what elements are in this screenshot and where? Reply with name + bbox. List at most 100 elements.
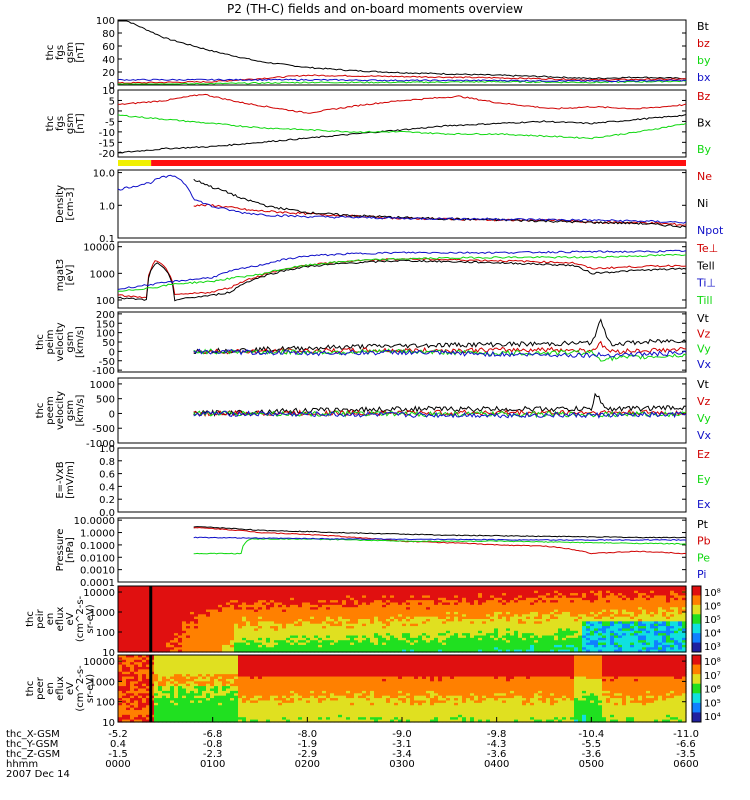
peer_spectrogram-cell bbox=[118, 705, 123, 709]
peer_spectrogram-cell bbox=[202, 707, 207, 711]
peer_spectrogram-cell bbox=[126, 700, 131, 704]
peir_spectrogram-cell bbox=[366, 614, 371, 618]
peir_spectrogram-cell bbox=[382, 637, 387, 641]
peir_spectrogram-cell bbox=[630, 597, 635, 601]
peir_spectrogram-cell bbox=[558, 607, 563, 611]
peir_spectrogram-cell bbox=[526, 597, 531, 601]
peir_spectrogram-cell bbox=[470, 604, 475, 608]
peir_spectrogram-cell bbox=[502, 637, 507, 641]
peir_spectrogram-cell bbox=[210, 649, 215, 653]
peir_spectrogram-cell bbox=[486, 623, 491, 627]
peir_spectrogram-cell bbox=[342, 626, 347, 630]
peir_spectrogram-cell bbox=[490, 619, 495, 622]
peir_spectrogram-cell bbox=[406, 597, 411, 601]
peir_spectrogram-cell bbox=[270, 630, 275, 634]
peir_spectrogram-cell bbox=[254, 588, 259, 592]
peir_spectrogram-cell bbox=[186, 595, 191, 599]
peer_spectrogram-cell bbox=[130, 695, 135, 699]
peir_spectrogram-cell bbox=[162, 619, 167, 622]
peir_spectrogram-cell bbox=[346, 630, 351, 634]
peir_spectrogram-cell bbox=[402, 586, 407, 589]
peir_spectrogram-cell bbox=[174, 600, 179, 604]
peir_spectrogram-cell bbox=[638, 647, 643, 651]
peir_spectrogram-cell bbox=[602, 616, 607, 620]
peer_spectrogram-cell bbox=[150, 674, 155, 678]
peir_spectrogram-cell bbox=[278, 649, 283, 653]
peir_spectrogram-cell bbox=[214, 623, 219, 627]
peir_spectrogram-cell bbox=[238, 616, 243, 620]
peir_spectrogram-cell bbox=[386, 616, 391, 620]
bfield_mag-ylabel-line: gsm bbox=[65, 42, 76, 63]
peer_spectrogram-cell bbox=[210, 671, 215, 675]
peir_spectrogram-cell bbox=[234, 600, 239, 604]
peir_spectrogram-cell bbox=[262, 593, 267, 597]
peir_spectrogram-cell bbox=[410, 597, 415, 601]
peir_spectrogram-cell bbox=[230, 619, 235, 622]
peir_spectrogram-cell bbox=[306, 623, 311, 627]
peir_spectrogram-cell bbox=[638, 600, 643, 604]
peir_spectrogram-cell bbox=[490, 602, 495, 606]
peer_spectrogram-cell bbox=[162, 710, 167, 714]
peir_spectrogram-cell bbox=[294, 600, 299, 604]
peir_spectrogram-cell bbox=[454, 607, 459, 611]
peir_spectrogram-cell bbox=[574, 611, 579, 615]
peir_spectrogram-cell bbox=[130, 616, 135, 620]
peir_spectrogram-cell bbox=[490, 616, 495, 620]
peir_spectrogram-cell bbox=[606, 602, 611, 606]
peir_spectrogram-cell bbox=[242, 607, 247, 611]
peir_spectrogram-cell bbox=[554, 644, 559, 648]
peir_spectrogram-cell bbox=[142, 637, 147, 641]
peir_spectrogram-cell bbox=[494, 616, 499, 620]
peir_spectrogram-cell bbox=[622, 637, 627, 641]
peir_spectrogram-cell bbox=[378, 640, 383, 644]
peir_spectrogram-cell bbox=[122, 621, 127, 625]
peir_spectrogram-cell bbox=[574, 619, 579, 622]
peir_spectrogram-cell bbox=[662, 647, 667, 651]
peir_spectrogram-cell bbox=[490, 609, 495, 613]
peir_spectrogram-cell bbox=[290, 588, 295, 592]
peir_spectrogram-cell bbox=[282, 609, 287, 613]
peir_spectrogram-cell bbox=[350, 640, 355, 644]
peir_spectrogram-cell bbox=[138, 647, 143, 651]
peir_spectrogram-cell bbox=[178, 630, 183, 634]
peir_spectrogram-cell bbox=[134, 614, 139, 618]
peir_spectrogram-cell bbox=[650, 614, 655, 618]
peir_spectrogram-cell bbox=[574, 623, 579, 627]
peer_spectrogram-cell bbox=[158, 662, 163, 666]
peer_spectrogram-cell bbox=[214, 698, 219, 702]
peer_spectrogram-cell bbox=[146, 710, 151, 714]
peir_spectrogram-cell bbox=[286, 609, 291, 613]
peir_spectrogram-cell bbox=[602, 588, 607, 592]
peir_spectrogram-cell bbox=[138, 597, 143, 601]
peir_spectrogram-ylabel-line: en bbox=[45, 613, 56, 626]
peir_spectrogram-cell bbox=[354, 609, 359, 613]
peir_spectrogram-cell bbox=[374, 604, 379, 608]
peir_spectrogram-cell bbox=[398, 635, 403, 639]
peir_spectrogram-cell bbox=[162, 616, 167, 620]
peir_spectrogram-cell bbox=[426, 609, 431, 613]
peer_spectrogram-cell bbox=[186, 676, 191, 680]
peer_spectrogram-cell bbox=[142, 707, 147, 711]
peer_spectrogram-cell bbox=[122, 688, 127, 692]
peir_spectrogram-cell bbox=[194, 586, 199, 589]
peir_spectrogram-cell bbox=[410, 611, 415, 615]
peir_spectrogram-cell bbox=[370, 637, 375, 641]
peir_spectrogram-cell bbox=[526, 635, 531, 639]
peer_spectrogram-cell bbox=[122, 666, 127, 670]
peir_spectrogram-cell bbox=[170, 614, 175, 618]
peir_spectrogram-cell bbox=[354, 633, 359, 637]
peir_spectrogram-cell bbox=[542, 590, 547, 594]
peir_spectrogram-cell bbox=[250, 590, 255, 594]
peir_spectrogram-cell bbox=[218, 644, 223, 648]
peir_spectrogram-cell bbox=[130, 602, 135, 606]
peer_spectrogram-cell bbox=[178, 714, 183, 718]
peir_spectrogram-cell bbox=[138, 588, 143, 592]
peir_spectrogram-cell bbox=[206, 619, 211, 622]
peir_spectrogram-cell bbox=[238, 595, 243, 599]
peir_spectrogram-cell bbox=[214, 640, 219, 644]
peer_spectrogram-cell bbox=[162, 700, 167, 704]
peir_spectrogram-cell bbox=[394, 604, 399, 608]
peir_spectrogram-cell bbox=[526, 644, 531, 648]
peir_spectrogram-cell bbox=[330, 604, 335, 608]
